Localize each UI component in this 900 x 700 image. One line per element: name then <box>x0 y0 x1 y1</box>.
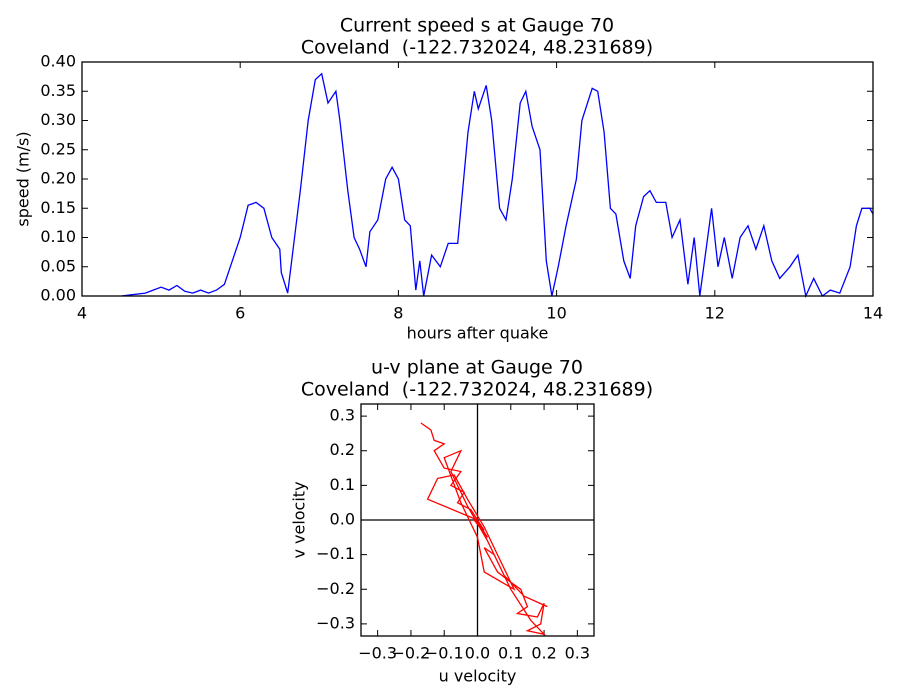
y-tick-label: 0.15 <box>40 198 76 217</box>
y-tick-label: 0.05 <box>40 256 76 275</box>
x-tick-label: 6 <box>235 304 245 323</box>
x-tick-label: 0.2 <box>531 644 556 663</box>
y-tick-label: 0.00 <box>40 286 76 305</box>
x-tick-label: 0.1 <box>498 644 523 663</box>
x-tick-label: −0.2 <box>391 644 430 663</box>
x-axis-label: hours after quake <box>407 324 549 343</box>
y-tick-label: 0.25 <box>40 139 76 158</box>
data-line <box>121 72 874 299</box>
x-tick-label: 0.0 <box>465 644 490 663</box>
y-tick-label: −0.2 <box>316 579 355 598</box>
x-tick-label: 10 <box>546 304 566 323</box>
x-tick-label: 14 <box>863 304 883 323</box>
chart-subtitle: Coveland (-122.732024, 48.231689) <box>301 379 653 401</box>
x-tick-label: −0.1 <box>425 644 464 663</box>
x-tick-label: 8 <box>393 304 403 323</box>
y-axis-label: speed (m/s) <box>14 131 33 226</box>
y-tick-label: −0.1 <box>316 544 355 563</box>
data-line <box>420 422 548 636</box>
y-tick-label: 0.2 <box>330 440 355 459</box>
plot-frame <box>81 61 874 297</box>
chart-title: Current speed s at Gauge 70 <box>340 15 614 37</box>
chart-title: u-v plane at Gauge 70 <box>371 357 583 379</box>
y-tick-label: −0.3 <box>316 613 355 632</box>
y-tick-label: 0.1 <box>330 475 355 494</box>
y-tick-label: 0.3 <box>330 406 355 425</box>
y-tick-label: 0.30 <box>40 110 76 129</box>
y-tick-label: 0.40 <box>40 52 76 71</box>
x-axis-label: u velocity <box>439 667 517 686</box>
x-tick-label: 0.3 <box>565 644 590 663</box>
y-tick-label: 0.35 <box>40 81 76 100</box>
y-tick-label: 0.10 <box>40 227 76 246</box>
x-tick-label: 12 <box>705 304 725 323</box>
y-tick-label: 0.0 <box>330 510 355 529</box>
x-tick-label: −0.3 <box>358 644 397 663</box>
chart-subtitle: Coveland (-122.732024, 48.231689) <box>301 37 653 59</box>
x-tick-label: 4 <box>77 304 87 323</box>
y-tick-label: 0.20 <box>40 169 76 188</box>
y-axis-label: v velocity <box>290 481 309 558</box>
plot-frame <box>360 403 595 637</box>
